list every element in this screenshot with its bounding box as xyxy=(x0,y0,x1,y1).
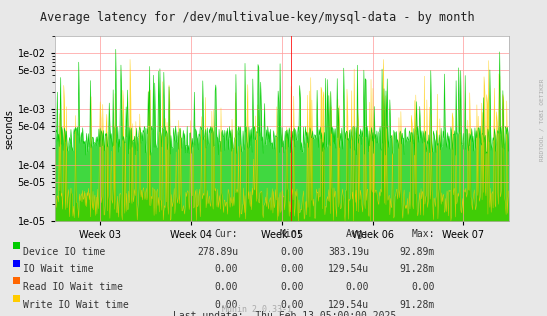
Text: 0.00: 0.00 xyxy=(214,300,238,310)
Text: RRDTOOL / TOBI OETIKER: RRDTOOL / TOBI OETIKER xyxy=(539,79,544,161)
Text: Min:: Min: xyxy=(280,229,304,239)
Text: Average latency for /dev/multivalue-key/mysql-data - by month: Average latency for /dev/multivalue-key/… xyxy=(40,11,474,24)
Text: 0.00: 0.00 xyxy=(214,264,238,275)
Text: 0.00: 0.00 xyxy=(280,300,304,310)
Text: IO Wait time: IO Wait time xyxy=(23,264,94,275)
Text: Last update:  Thu Feb 13 05:00:00 2025: Last update: Thu Feb 13 05:00:00 2025 xyxy=(173,311,396,316)
Text: 129.54u: 129.54u xyxy=(328,264,369,275)
Text: Read IO Wait time: Read IO Wait time xyxy=(23,282,123,292)
Text: 0.00: 0.00 xyxy=(280,282,304,292)
Y-axis label: seconds: seconds xyxy=(5,109,15,149)
Text: 0.00: 0.00 xyxy=(280,247,304,257)
Text: Munin 2.0.33-1: Munin 2.0.33-1 xyxy=(222,306,292,314)
Text: Cur:: Cur: xyxy=(214,229,238,239)
Text: 0.00: 0.00 xyxy=(346,282,369,292)
Text: Avg:: Avg: xyxy=(346,229,369,239)
Text: 91.28m: 91.28m xyxy=(400,300,435,310)
Text: 383.19u: 383.19u xyxy=(328,247,369,257)
Text: 0.00: 0.00 xyxy=(411,282,435,292)
Text: 0.00: 0.00 xyxy=(280,264,304,275)
Text: 278.89u: 278.89u xyxy=(197,247,238,257)
Text: Device IO time: Device IO time xyxy=(23,247,105,257)
Text: 92.89m: 92.89m xyxy=(400,247,435,257)
Text: 0.00: 0.00 xyxy=(214,282,238,292)
Text: 129.54u: 129.54u xyxy=(328,300,369,310)
Text: Max:: Max: xyxy=(411,229,435,239)
Text: 91.28m: 91.28m xyxy=(400,264,435,275)
Text: Write IO Wait time: Write IO Wait time xyxy=(23,300,129,310)
